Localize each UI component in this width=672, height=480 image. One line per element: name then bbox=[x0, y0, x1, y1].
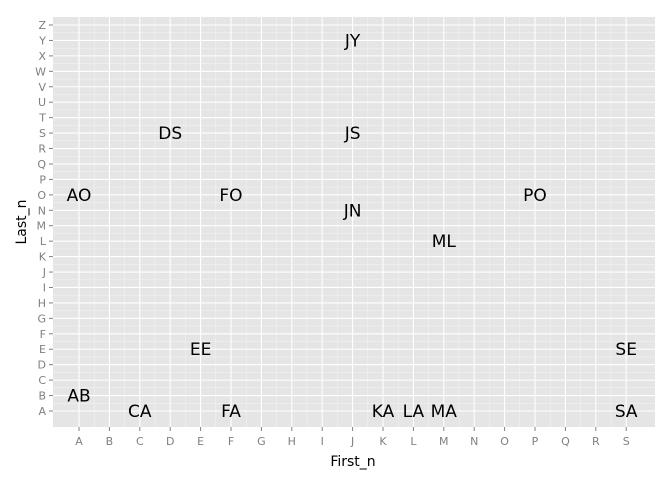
y-tick-label: Z bbox=[38, 19, 46, 32]
y-tick-label: U bbox=[38, 96, 46, 109]
y-tick-label: V bbox=[38, 81, 46, 94]
x-tick-label: K bbox=[379, 435, 387, 448]
x-tick-label: M bbox=[439, 435, 449, 448]
y-tick-label: R bbox=[38, 143, 46, 156]
y-tick-label: F bbox=[40, 328, 46, 341]
x-tick-label: C bbox=[136, 435, 144, 448]
point-label: KA bbox=[372, 402, 395, 422]
x-tick-label: P bbox=[532, 435, 539, 448]
y-tick-label: K bbox=[39, 251, 47, 264]
y-tick-label: C bbox=[38, 374, 46, 387]
y-tick-label: H bbox=[38, 297, 46, 310]
x-tick-label: B bbox=[106, 435, 114, 448]
point-label: JN bbox=[343, 201, 362, 221]
y-tick-label: T bbox=[38, 112, 46, 125]
point-label: FO bbox=[219, 186, 242, 206]
grid-layer bbox=[53, 17, 655, 427]
x-tick-label: I bbox=[321, 435, 324, 448]
x-tick-label: F bbox=[228, 435, 234, 448]
point-label: PO bbox=[523, 186, 547, 206]
y-tick-label: X bbox=[38, 50, 46, 63]
y-tick-label: Q bbox=[37, 158, 46, 171]
x-tick-label: D bbox=[166, 435, 174, 448]
y-tick-label: Y bbox=[38, 34, 46, 47]
point-label: AB bbox=[67, 387, 90, 407]
point-label: EE bbox=[190, 340, 211, 360]
x-tick-label: J bbox=[350, 435, 354, 448]
x-tick-label: G bbox=[257, 435, 266, 448]
point-label: SE bbox=[615, 340, 637, 360]
point-label: JS bbox=[344, 124, 361, 144]
y-tick-label: A bbox=[38, 405, 46, 418]
y-tick-label: G bbox=[37, 312, 46, 325]
x-tick-label: N bbox=[470, 435, 478, 448]
x-tick-label: R bbox=[592, 435, 600, 448]
x-tick-label: E bbox=[197, 435, 204, 448]
y-tick-label: J bbox=[42, 266, 46, 279]
y-tick-label: D bbox=[38, 359, 46, 372]
y-tick-label: L bbox=[40, 235, 47, 248]
y-tick-label: W bbox=[35, 65, 46, 78]
point-label: SA bbox=[615, 402, 638, 422]
point-label: ML bbox=[432, 232, 457, 252]
y-tick-label: E bbox=[39, 343, 46, 356]
point-label: AO bbox=[67, 186, 92, 206]
point-label: FA bbox=[221, 402, 241, 422]
point-label: LA bbox=[403, 402, 425, 422]
point-label: CA bbox=[128, 402, 152, 422]
x-tick-label: H bbox=[288, 435, 296, 448]
y-tick-label: M bbox=[37, 220, 47, 233]
plot-panel bbox=[53, 17, 655, 427]
y-tick-label: O bbox=[37, 189, 46, 202]
x-axis-title: First_n bbox=[330, 454, 375, 470]
x-tick-label: O bbox=[500, 435, 509, 448]
point-label: DS bbox=[158, 124, 182, 144]
x-tick-label: S bbox=[623, 435, 630, 448]
x-tick-label: Q bbox=[561, 435, 570, 448]
y-tick-label: B bbox=[38, 390, 46, 403]
y-tick-label: P bbox=[39, 173, 46, 186]
point-label: MA bbox=[431, 402, 458, 422]
point-labels: AB AO CA DS EE FA FO JY JS JN KA LA MA ML PO SE SA bbox=[67, 31, 638, 422]
point-label: JY bbox=[344, 31, 361, 51]
y-tick-label: I bbox=[43, 281, 46, 294]
y-tick-label: N bbox=[38, 204, 46, 217]
y-tick-label: S bbox=[39, 127, 46, 140]
x-tick-label: A bbox=[75, 435, 83, 448]
x-tick-label: L bbox=[410, 435, 417, 448]
y-axis-title: Last_n bbox=[14, 199, 30, 244]
x-axis-ticks: A B C D E F G H I J K L M N O P Q R S bbox=[75, 427, 630, 448]
